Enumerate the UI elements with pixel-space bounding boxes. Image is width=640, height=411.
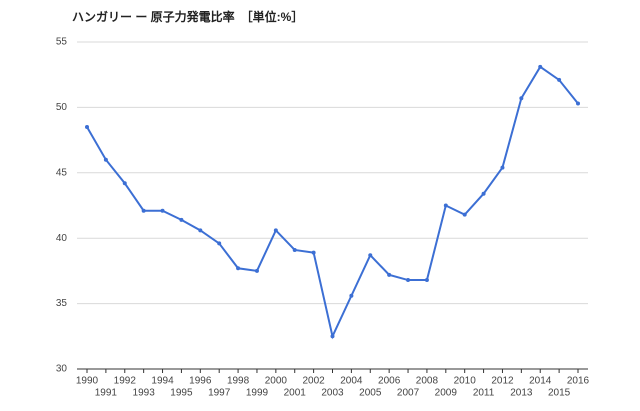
data-point: [462, 212, 467, 217]
data-point: [406, 278, 411, 283]
x-tick-label: 2005: [359, 388, 382, 399]
data-point: [160, 208, 165, 213]
x-tick-label: 1997: [208, 388, 231, 399]
x-tick-label: 2015: [548, 388, 571, 399]
data-point: [538, 64, 543, 69]
data-point: [330, 334, 335, 339]
data-point: [557, 77, 562, 82]
data-point: [85, 125, 89, 130]
x-tick-label: 2007: [397, 388, 420, 399]
x-tick-label: 1993: [133, 388, 156, 399]
data-point: [387, 272, 392, 277]
x-tick-label: 1996: [189, 376, 212, 387]
data-point: [500, 165, 505, 170]
data-point: [443, 203, 448, 208]
x-tick-label: 2010: [454, 376, 477, 387]
y-tick-label: 45: [56, 167, 68, 178]
data-point: [292, 247, 297, 252]
data-point: [481, 191, 486, 196]
x-tick-label: 2011: [473, 388, 495, 399]
x-tick-label: 2008: [416, 376, 439, 387]
x-tick-label: 1990: [76, 376, 99, 387]
x-tick-label: 1992: [114, 376, 137, 387]
data-point: [576, 101, 580, 106]
x-tick-label: 2009: [435, 388, 458, 399]
x-tick-label: 2004: [340, 376, 363, 387]
x-tick-label: 2000: [265, 376, 288, 387]
data-point: [141, 208, 146, 213]
data-point: [311, 250, 316, 255]
chart-title: ハンガリー ー 原子力発電比率 ［単位:%］: [72, 9, 303, 24]
data-point: [519, 96, 524, 101]
data-point: [236, 266, 241, 271]
x-tick-label: 1998: [227, 376, 250, 387]
x-tick-label: 1994: [151, 376, 174, 387]
x-tick-label: 2006: [378, 376, 401, 387]
y-tick-label: 40: [56, 233, 68, 244]
data-point: [198, 228, 203, 233]
x-tick-label: 2013: [510, 388, 533, 399]
data-point: [122, 181, 127, 186]
y-tick-label: 50: [56, 102, 68, 113]
data-point: [254, 268, 259, 273]
x-tick-label: 2002: [302, 376, 325, 387]
x-tick-label: 2014: [529, 376, 552, 387]
x-tick-label: 1991: [95, 388, 118, 399]
x-tick-label: 2001: [284, 388, 307, 399]
x-tick-label: 1995: [170, 388, 193, 399]
x-tick-label: 2012: [491, 376, 514, 387]
data-point: [273, 228, 278, 233]
y-tick-label: 55: [56, 37, 68, 48]
data-point: [103, 157, 108, 162]
data-point: [368, 253, 373, 258]
data-point: [349, 293, 354, 298]
data-point: [217, 241, 222, 246]
y-tick-label: 35: [56, 298, 68, 309]
data-point: [424, 278, 429, 283]
x-tick-label: 2016: [567, 376, 590, 387]
data-point: [179, 217, 184, 222]
x-tick-label: 2003: [321, 388, 344, 399]
y-tick-label: 30: [56, 364, 68, 375]
x-tick-label: 1999: [246, 388, 269, 399]
